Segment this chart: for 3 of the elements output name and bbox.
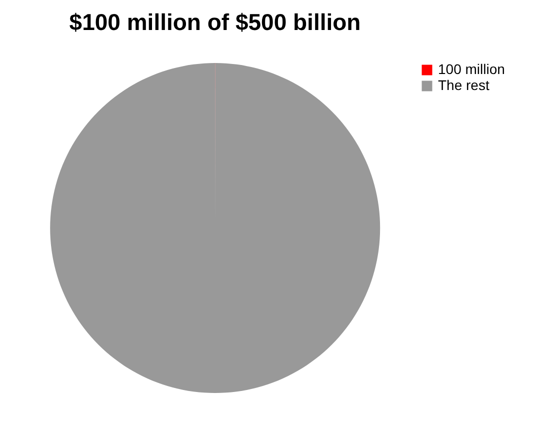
legend-label: The rest [438, 77, 490, 93]
chart-title: $100 million of $500 billion [69, 9, 361, 35]
legend-label: 100 million [438, 61, 505, 77]
